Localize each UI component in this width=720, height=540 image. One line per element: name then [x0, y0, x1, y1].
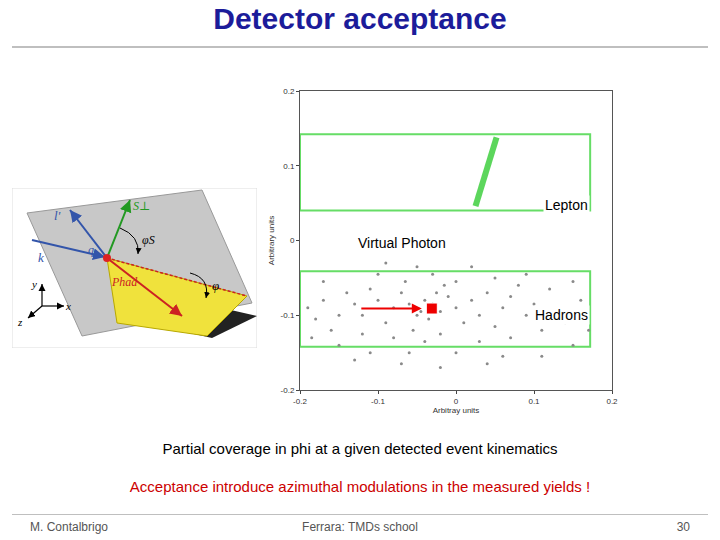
- svg-text:0.1: 0.1: [283, 162, 295, 171]
- html-text:Acceptance introduce azimuthal: Acceptance introduce azimuthal modulatio…: [129, 478, 591, 495]
- svg-text:φS: φS: [142, 233, 155, 247]
- svg-text:Hadrons: Hadrons: [535, 307, 588, 323]
- html-text:30: 30: [676, 520, 690, 534]
- svg-text:l': l': [54, 208, 61, 223]
- svg-text:Lepton: Lepton: [545, 197, 588, 213]
- svg-text:φ: φ: [212, 278, 219, 293]
- svg-text:Virtual Photon: Virtual Photon: [358, 235, 446, 251]
- svg-text:-0.1: -0.1: [371, 397, 385, 406]
- svg-text:z: z: [17, 316, 23, 328]
- svg-text:Arbitray units: Arbitray units: [433, 406, 480, 415]
- html-text:M. Contalbrigo: M. Contalbrigo: [30, 520, 108, 534]
- svg-text:0: 0: [290, 236, 295, 245]
- html-text:Detector acceptance: Detector acceptance: [213, 2, 507, 35]
- html-text:Ferrara: TMDs school: Ferrara: TMDs school: [302, 520, 418, 534]
- svg-text:q: q: [88, 243, 94, 257]
- svg-text:-0.2: -0.2: [293, 397, 307, 406]
- svg-text:0.1: 0.1: [528, 397, 540, 406]
- svg-text:0.2: 0.2: [606, 397, 618, 406]
- svg-text:Arbitrary units: Arbitrary units: [267, 216, 276, 265]
- html-text:Partial coverage in phi at a g: Partial coverage in phi at a given detec…: [162, 440, 558, 457]
- svg-text:-0.2: -0.2: [281, 386, 295, 395]
- svg-text:k: k: [38, 250, 44, 265]
- svg-text:y: y: [31, 278, 37, 290]
- svg-text:x: x: [65, 300, 71, 312]
- svg-text:-0.1: -0.1: [281, 311, 295, 320]
- svg-text:0.2: 0.2: [283, 87, 295, 96]
- svg-text:Phad: Phad: [111, 275, 138, 289]
- svg-text:0: 0: [454, 397, 459, 406]
- svg-text:S⊥: S⊥: [133, 199, 150, 213]
